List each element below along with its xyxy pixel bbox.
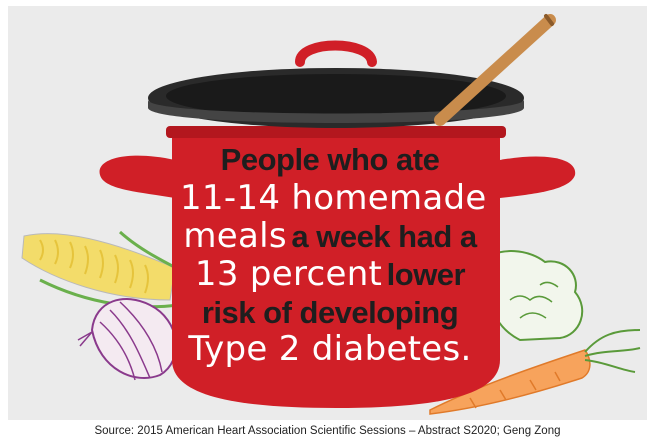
pot-lid (148, 40, 524, 128)
headline-line-5: risk of developing (201, 295, 459, 330)
onion-icon (77, 297, 177, 381)
wooden-spoon-icon (434, 14, 556, 126)
corn-icon (21, 230, 181, 309)
headline-meals: meals (183, 216, 287, 256)
headline-line-1: People who ate (220, 142, 440, 177)
source-citation: Source: 2015 American Heart Association … (94, 425, 561, 437)
headline: People who ate 11-14 homemade meals a we… (180, 142, 487, 369)
pot-body (166, 126, 506, 408)
pot-handle-left (99, 155, 175, 198)
headline-lower: lower (386, 257, 466, 292)
carrot-icon (429, 329, 641, 415)
headline-week: a week had a (291, 219, 477, 254)
headline-line-3: meals a week had a (180, 219, 480, 253)
pot-handle-right (500, 156, 576, 198)
headline-line-4: 13 percent lower (180, 257, 480, 291)
headline-percent: 13 percent (194, 254, 383, 294)
broccoli-icon (478, 250, 584, 342)
headline-line-6: Type 2 diabetes. (188, 329, 472, 369)
headline-line-2: 11-14 homemade (180, 178, 487, 218)
